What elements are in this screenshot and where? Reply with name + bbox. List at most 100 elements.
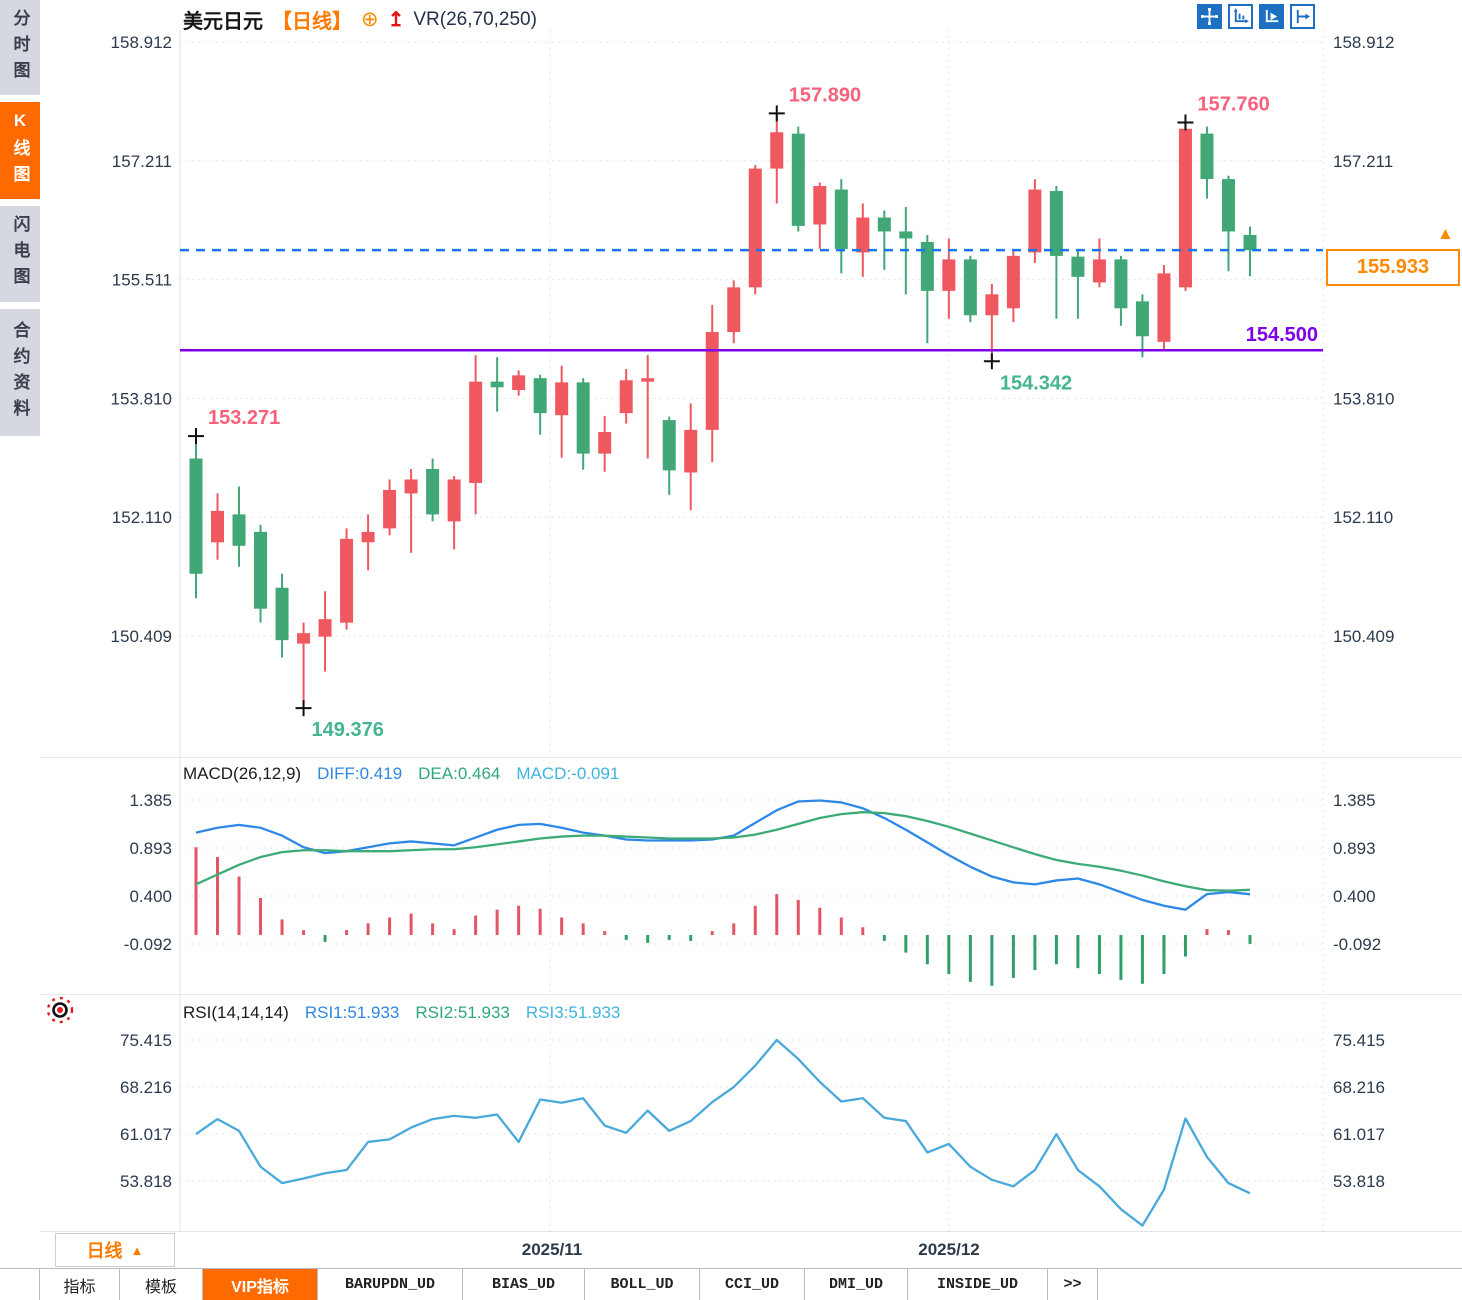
macd-diff-line bbox=[195, 799, 1251, 911]
candle-body bbox=[942, 259, 956, 291]
y-axis-label-right: 153.810 bbox=[1333, 389, 1394, 408]
crosshair-move-icon[interactable] bbox=[1197, 4, 1222, 29]
y-axis-label-left: 0.893 bbox=[129, 839, 172, 858]
tab-cci-ud[interactable]: CCI_UD bbox=[700, 1269, 805, 1300]
tab-dmi-ud[interactable]: DMI_UD bbox=[805, 1269, 908, 1300]
candle-body bbox=[770, 132, 784, 169]
candle-body bbox=[791, 133, 805, 226]
candle-body bbox=[877, 217, 891, 232]
y-axis-label-right: 53.818 bbox=[1333, 1172, 1385, 1191]
red-up-arrow-icon[interactable]: ↥ bbox=[387, 9, 405, 31]
x-axis-label-nov: 2025/11 bbox=[521, 1240, 583, 1259]
rsi-title: RSI(14,14,14) bbox=[183, 1003, 289, 1022]
sidebar-tab-timeshare[interactable]: 分时图 bbox=[0, 0, 40, 95]
y-axis-label-left: 158.912 bbox=[111, 33, 172, 52]
candle-body bbox=[404, 479, 418, 494]
period-selector[interactable]: 日线 ▲ bbox=[55, 1233, 175, 1267]
candle-body bbox=[619, 380, 633, 414]
tab-barupdn-ud[interactable]: BARUPDN_UD bbox=[318, 1269, 463, 1300]
indicator-settings-sun-icon[interactable] bbox=[44, 994, 76, 1031]
annotation-label: 153.271 bbox=[208, 407, 280, 429]
sidebar-tab-candlestick[interactable]: K线图 bbox=[0, 102, 40, 199]
rsi-line bbox=[195, 1038, 1251, 1227]
candle-body bbox=[1200, 133, 1214, 180]
pan-right-icon[interactable] bbox=[1290, 4, 1315, 29]
candle-body bbox=[813, 186, 827, 225]
candle-body bbox=[340, 538, 354, 623]
y-axis-label-right: -0.092 bbox=[1333, 935, 1381, 954]
y-axis-label-left: 155.511 bbox=[112, 271, 172, 290]
sidebar-tab-lightning[interactable]: 闪电图 bbox=[0, 206, 40, 302]
y-axis-label-right: 157.211 bbox=[1333, 152, 1393, 171]
macd-dea-value: DEA:0.464 bbox=[418, 764, 501, 783]
candle-body bbox=[189, 458, 203, 574]
candle-body bbox=[1006, 255, 1020, 309]
y-axis-label-left: 61.017 bbox=[120, 1125, 172, 1144]
y-axis-label-left: -0.092 bbox=[124, 935, 172, 954]
candle-body bbox=[490, 381, 504, 388]
candle-body bbox=[533, 378, 547, 414]
y-axis-label-left: 153.810 bbox=[111, 389, 172, 408]
candle-body bbox=[576, 382, 590, 454]
candle-body bbox=[1071, 256, 1085, 277]
x-axis-strip: 2025/11 2025/12 bbox=[40, 1232, 1462, 1268]
tab-more[interactable]: >> bbox=[1048, 1269, 1098, 1300]
candle-body bbox=[1049, 190, 1063, 256]
candle-body bbox=[1114, 259, 1128, 309]
tab-templates[interactable]: 模板 bbox=[120, 1269, 203, 1300]
tabbar-spacer bbox=[0, 1269, 40, 1300]
candle-body bbox=[963, 259, 977, 316]
chart-header: 美元日元 【日线】 ⊕ ↥ VR(26,70,250) bbox=[183, 5, 537, 34]
tab-vip-indicators[interactable]: VIP指标 bbox=[203, 1269, 318, 1300]
candle-body bbox=[555, 382, 569, 416]
candle-body bbox=[1221, 179, 1235, 232]
candle-body bbox=[297, 633, 311, 644]
macd-hist-value: MACD:-0.091 bbox=[516, 764, 620, 783]
y-axis-label-left: 1.385 bbox=[129, 791, 172, 810]
y-axis-label-right: 75.415 bbox=[1333, 1031, 1385, 1050]
y-axis-label-right: 1.385 bbox=[1333, 791, 1376, 810]
candle-body bbox=[920, 241, 934, 291]
candle-body bbox=[469, 381, 483, 483]
candle-body bbox=[985, 294, 999, 316]
current-price-tag: 155.933 bbox=[1326, 249, 1460, 286]
tab-indicators[interactable]: 指标 bbox=[40, 1269, 120, 1300]
tab-bias-ud[interactable]: BIAS_UD bbox=[463, 1269, 585, 1300]
candle-body bbox=[1243, 234, 1257, 251]
candle-body bbox=[232, 514, 246, 546]
y-axis-label-left: 152.110 bbox=[112, 508, 172, 527]
candle-body bbox=[834, 189, 848, 249]
tab-boll-ud[interactable]: BOLL_UD bbox=[585, 1269, 700, 1300]
candle-body bbox=[361, 531, 375, 543]
macd-dea-line bbox=[195, 811, 1251, 892]
macd-diff-value: DIFF:0.419 bbox=[317, 764, 403, 783]
candle-body bbox=[684, 429, 698, 473]
sidebar-tab-contract-info[interactable]: 合约资料 bbox=[0, 309, 40, 436]
rsi3-value: RSI3:51.933 bbox=[525, 1003, 621, 1022]
candle-body bbox=[705, 332, 719, 430]
y-axis-label-left: 150.409 bbox=[111, 627, 172, 646]
rsi1-value: RSI1:51.933 bbox=[304, 1003, 400, 1022]
axis-play-icon[interactable] bbox=[1259, 4, 1284, 29]
axis-scale-icon[interactable] bbox=[1228, 4, 1253, 29]
y-axis-label-left: 0.400 bbox=[129, 887, 172, 906]
tab-inside-ud[interactable]: INSIDE_UD bbox=[908, 1269, 1048, 1300]
candle-body bbox=[641, 378, 655, 382]
annotation-label: 149.376 bbox=[312, 719, 384, 741]
y-axis-label-left: 53.818 bbox=[120, 1172, 172, 1191]
candle-body bbox=[1092, 259, 1106, 283]
candle-body bbox=[662, 420, 676, 471]
chart-toolbar bbox=[1197, 4, 1315, 29]
candle-body bbox=[512, 375, 526, 391]
y-axis-label-right: 150.409 bbox=[1333, 627, 1394, 646]
y-axis-label-left: 75.415 bbox=[120, 1031, 172, 1050]
indicator-tabbar: 指标 模板 VIP指标 BARUPDN_UD BIAS_UD BOLL_UD C… bbox=[0, 1268, 1462, 1300]
macd-header: MACD(26,12,9) DIFF:0.419 DEA:0.464 MACD:… bbox=[183, 764, 619, 784]
annotation-label: 154.342 bbox=[1000, 372, 1072, 394]
period-selector-arrow-icon: ▲ bbox=[130, 1242, 144, 1258]
y-axis-label-right: 0.400 bbox=[1333, 887, 1376, 906]
y-axis-label-right: 158.912 bbox=[1333, 33, 1394, 52]
y-axis-label-left: 157.211 bbox=[112, 152, 172, 171]
target-plus-icon[interactable]: ⊕ bbox=[361, 8, 379, 31]
